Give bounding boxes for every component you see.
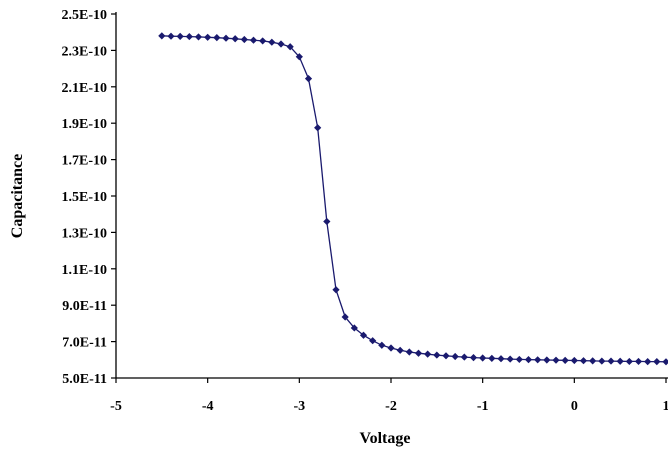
x-tick-label: -5 <box>110 399 122 414</box>
data-point <box>534 356 542 364</box>
data-point <box>387 344 395 352</box>
data-point <box>561 356 569 364</box>
data-point <box>332 286 340 294</box>
data-point <box>323 217 331 226</box>
data-point <box>570 356 578 365</box>
data-point <box>442 352 450 360</box>
data-point <box>607 357 615 365</box>
x-tick-label: -3 <box>293 399 305 414</box>
data-point <box>405 348 413 356</box>
data-point <box>433 351 441 359</box>
data-point <box>204 33 212 41</box>
data-point <box>194 33 203 41</box>
y-tick-label: 7.0E-11 <box>62 336 107 351</box>
data-point <box>240 35 248 44</box>
y-tick-label: 2.1E-10 <box>62 81 108 96</box>
y-tick-label: 2.5E-10 <box>62 8 108 23</box>
data-point <box>653 358 661 366</box>
data-point <box>515 355 523 364</box>
y-tick-label: 1.7E-10 <box>62 154 108 169</box>
data-point <box>222 34 230 42</box>
data-point <box>625 357 633 366</box>
data-point <box>543 356 551 364</box>
data-point <box>552 356 560 364</box>
y-tick-label: 9.0E-11 <box>62 299 107 314</box>
data-point <box>268 38 276 46</box>
x-tick-label: 1 <box>663 399 668 414</box>
data-point <box>634 357 643 366</box>
data-point <box>469 354 478 362</box>
y-tick-label: 2.3E-10 <box>62 44 108 59</box>
x-tick-label: -2 <box>385 399 397 414</box>
data-point <box>314 124 322 132</box>
x-tick-label: -1 <box>477 399 489 414</box>
data-point <box>598 357 606 365</box>
data-point <box>424 350 432 358</box>
data-point <box>359 331 368 339</box>
data-point <box>662 358 668 366</box>
data-point <box>231 35 239 43</box>
data-point <box>259 37 267 45</box>
data-point <box>488 354 496 362</box>
data-point <box>616 357 624 365</box>
data-point <box>277 40 285 48</box>
data-point <box>451 352 459 361</box>
x-axis: -5 -4 -3 -2 -1 0 1 <box>110 377 668 414</box>
data-point <box>158 32 166 40</box>
y-axis: 5.0E-11 7.0E-11 9.0E-11 1.1E-10 1.3E-10 1.5E-… <box>62 8 117 387</box>
data-point <box>213 34 221 42</box>
data-point <box>524 356 533 364</box>
data-point <box>506 355 514 363</box>
y-tick-label: 1.1E-10 <box>62 263 108 278</box>
data-point <box>497 355 505 363</box>
y-axis-title: Capacitance <box>9 154 26 238</box>
y-tick-label: 1.9E-10 <box>62 117 108 132</box>
data-point <box>286 43 294 51</box>
data-point <box>644 358 652 366</box>
data-point <box>295 53 303 61</box>
data-point <box>579 357 588 365</box>
y-tick-label: 1.5E-10 <box>62 190 108 205</box>
data-point <box>341 313 349 321</box>
data-point <box>304 75 313 83</box>
y-tick-label: 1.3E-10 <box>62 226 108 241</box>
data-point <box>350 324 358 332</box>
data-point <box>589 357 597 365</box>
y-tick-label: 5.0E-11 <box>62 372 107 387</box>
x-axis-title: Voltage <box>360 430 411 447</box>
data-point <box>167 32 175 40</box>
data-point <box>460 353 468 361</box>
data-point <box>479 354 487 362</box>
data-point <box>185 32 193 41</box>
data-point <box>378 341 386 349</box>
x-tick-label: -4 <box>202 399 214 414</box>
data-point <box>396 346 404 354</box>
data-point <box>369 337 377 345</box>
series-plot <box>158 32 668 366</box>
series-line <box>161 35 667 363</box>
x-tick-label: 0 <box>571 399 578 414</box>
data-point <box>249 36 258 44</box>
data-point <box>414 349 423 357</box>
data-point <box>176 32 184 40</box>
